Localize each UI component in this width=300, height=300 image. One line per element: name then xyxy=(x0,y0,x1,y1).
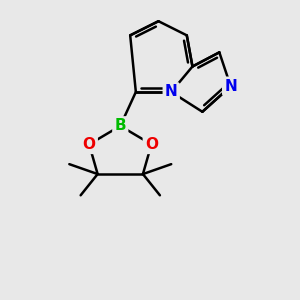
Text: N: N xyxy=(165,85,178,100)
Text: B: B xyxy=(115,118,126,134)
Text: O: O xyxy=(145,137,158,152)
Text: N: N xyxy=(224,79,237,94)
Text: O: O xyxy=(82,137,96,152)
